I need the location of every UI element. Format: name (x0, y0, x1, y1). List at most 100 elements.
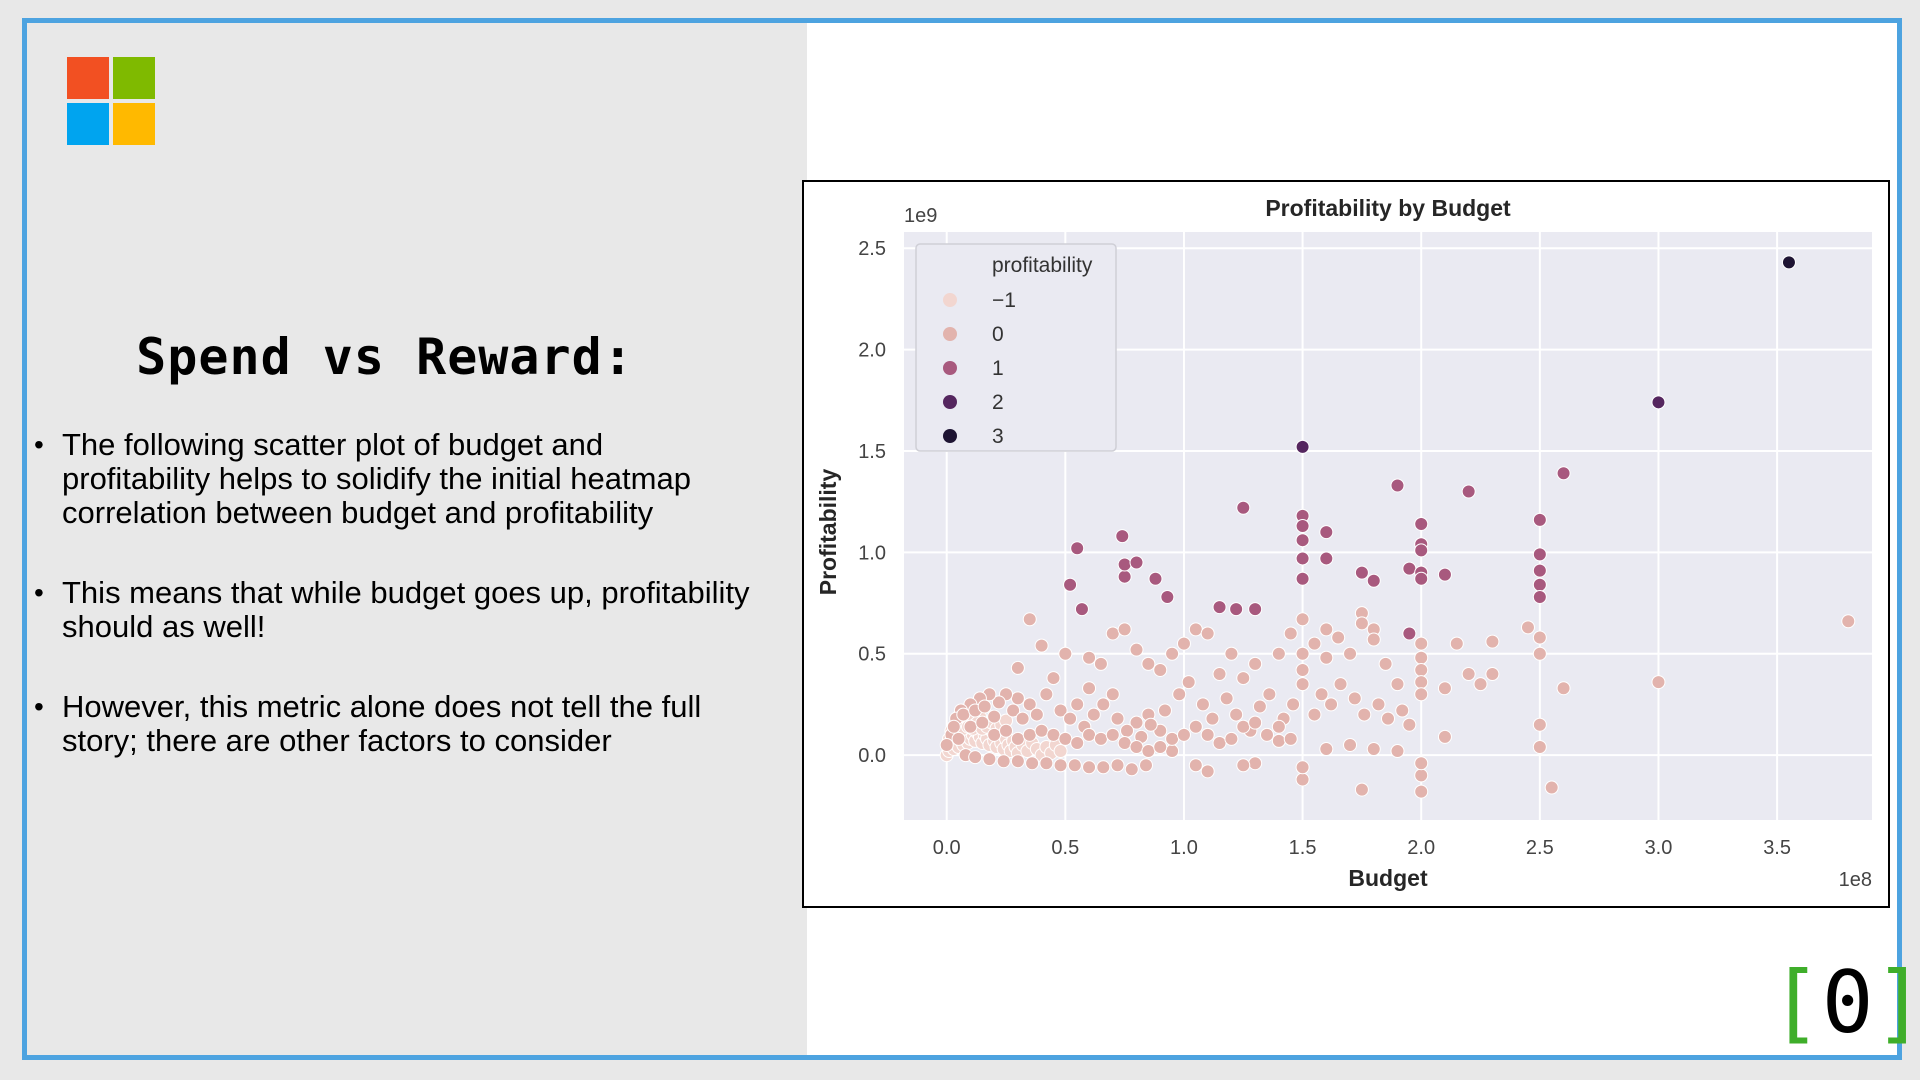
data-point (1271, 646, 1286, 661)
bullet-marker: • (34, 577, 44, 608)
data-point (1086, 707, 1101, 722)
y-tick-label: 1.0 (858, 542, 886, 564)
x-offset-label: 1e8 (1839, 869, 1872, 891)
data-point (1283, 731, 1298, 746)
data-point (1025, 756, 1040, 771)
bullet-item: • The following scatter plot of budget a… (30, 428, 750, 530)
x-tick-label: 2.0 (1407, 837, 1435, 859)
legend-label: 3 (992, 425, 1004, 448)
bullet-list: • The following scatter plot of budget a… (30, 428, 750, 804)
data-point (1053, 744, 1068, 759)
data-point (946, 719, 961, 734)
data-point (1390, 677, 1405, 692)
x-tick-label: 2.5 (1526, 837, 1554, 859)
data-point (982, 752, 997, 767)
data-point (1117, 557, 1132, 572)
data-point (1271, 719, 1286, 734)
data-point (1105, 626, 1120, 641)
data-point (1252, 699, 1267, 714)
data-point (1067, 758, 1082, 773)
x-tick-label: 0.5 (1051, 837, 1079, 859)
data-point (963, 719, 978, 734)
data-point (1402, 561, 1417, 576)
data-point (1461, 667, 1476, 682)
data-point (1473, 677, 1488, 692)
data-point (1082, 650, 1097, 665)
data-point (1295, 612, 1310, 627)
y-tick-label: 2.5 (858, 238, 886, 260)
data-point (1402, 626, 1417, 641)
data-point (1532, 717, 1547, 732)
data-point (1039, 687, 1054, 702)
data-point (1141, 744, 1156, 759)
data-point (1295, 533, 1310, 548)
data-point (1188, 758, 1203, 773)
data-point (1556, 681, 1571, 696)
data-point (1532, 740, 1547, 755)
data-point (1053, 758, 1068, 773)
chart-container: 0.0 0.5 1.0 1.5 2.0 2.5 3.0 3.5 0.0 0.5 1.0 1.5 2.0 2… (802, 180, 1890, 908)
chart-title: Profitability by Budget (1265, 195, 1511, 221)
data-point (1295, 571, 1310, 586)
data-point (1532, 563, 1547, 578)
data-point (1449, 636, 1464, 651)
microsoft-logo-icon (67, 57, 157, 147)
data-point (1841, 614, 1856, 629)
data-point (1181, 675, 1196, 690)
data-point (1070, 697, 1085, 712)
data-point (1082, 727, 1097, 742)
data-point (951, 731, 966, 746)
data-point (1082, 681, 1097, 696)
data-point (1354, 616, 1369, 631)
data-points (939, 255, 1856, 799)
data-point (1414, 516, 1429, 531)
data-point (1295, 646, 1310, 661)
data-point (1139, 758, 1153, 773)
y-tick-label: 0.5 (858, 644, 886, 666)
data-point (1074, 602, 1089, 617)
data-point (975, 715, 990, 730)
data-point (1153, 740, 1168, 755)
data-point (1366, 573, 1381, 588)
data-point (1414, 784, 1429, 799)
scatter-chart: 0.0 0.5 1.0 1.5 2.0 2.5 3.0 3.5 0.0 0.5 1.0 1.5 2.0 2… (815, 195, 1872, 891)
legend-box (915, 243, 1117, 452)
data-point (1224, 646, 1239, 661)
data-point (1117, 735, 1132, 750)
data-point (1229, 602, 1244, 617)
data-point (968, 750, 983, 765)
legend-marker (943, 429, 957, 443)
brand-bracket-close: ] (1874, 953, 1920, 1053)
data-point (1157, 703, 1172, 718)
slide-title: Spend vs Reward: (136, 328, 634, 386)
data-point (1390, 744, 1405, 759)
data-point (1366, 632, 1381, 647)
legend: profitability −1 0 1 2 3 (915, 243, 1117, 452)
data-point (1029, 707, 1044, 722)
data-point (1124, 762, 1139, 777)
y-tick-label: 1.5 (858, 441, 886, 463)
data-point (1414, 650, 1429, 665)
data-point (1319, 551, 1334, 566)
logo-square-yellow (113, 103, 155, 145)
data-point (1200, 764, 1215, 779)
data-point (1532, 577, 1547, 592)
data-point (1034, 638, 1049, 653)
data-point (1039, 756, 1054, 771)
data-point (1414, 756, 1429, 771)
data-point (1357, 707, 1372, 722)
legend-marker (943, 395, 957, 409)
data-point (1414, 675, 1429, 690)
data-point (1324, 697, 1339, 712)
data-point (991, 695, 1006, 710)
data-point (1532, 589, 1547, 604)
data-point (1200, 727, 1215, 742)
data-point (1006, 703, 1021, 718)
data-point (1520, 620, 1535, 635)
data-point (1319, 742, 1334, 757)
data-point (1010, 691, 1025, 706)
bullet-item: • This means that while budget goes up, … (30, 576, 750, 644)
data-point (1354, 565, 1369, 580)
data-point (1172, 687, 1187, 702)
bullet-item: • However, this metric alone does not te… (30, 690, 750, 758)
